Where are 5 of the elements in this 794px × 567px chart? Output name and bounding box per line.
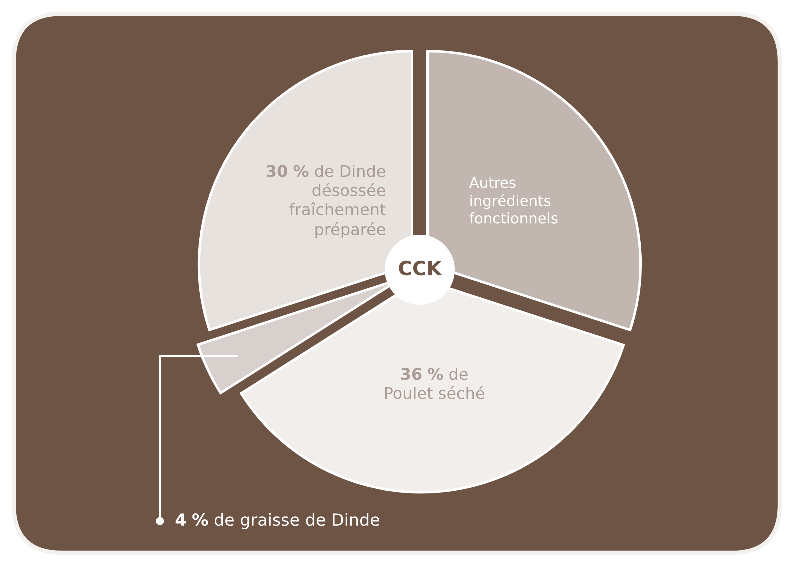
slice-label: 36 % de Poulet séché [385,368,484,400]
slice-label: 4 % de graisse de Dinde [176,513,380,530]
slice-label: Autres ingrédients fonctionnels [469,177,558,224]
text: CCK [399,260,442,276]
slice-label: 30 % de Dinde désossée fraîchement préparée [267,164,386,239]
